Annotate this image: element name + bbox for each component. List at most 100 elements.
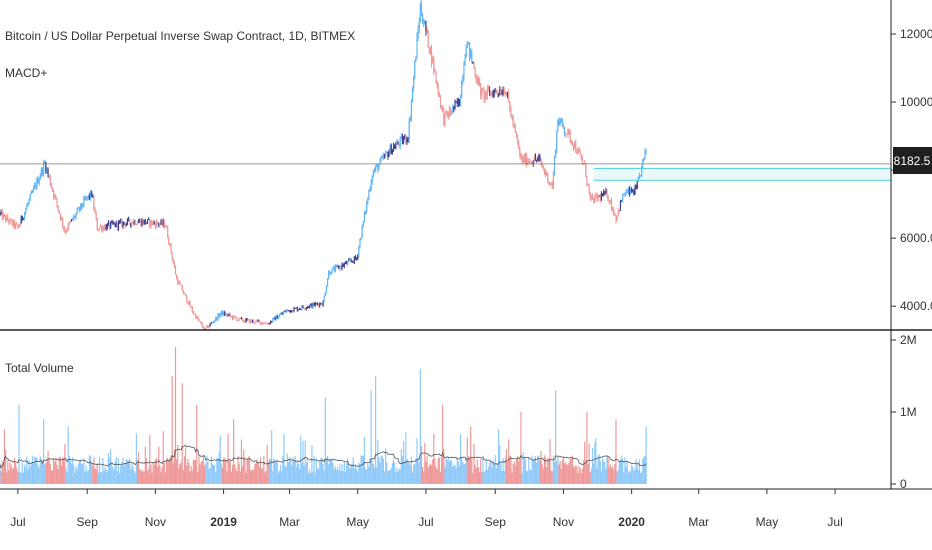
candle (41, 167, 44, 176)
candle (85, 195, 87, 202)
candle-body (294, 308, 296, 309)
candle (237, 319, 239, 322)
candle-body (158, 223, 160, 226)
candle-body (542, 167, 544, 169)
volume-bar (277, 472, 279, 484)
candle-body (400, 136, 402, 138)
candle-body (530, 161, 532, 163)
candle (386, 151, 388, 153)
candle-body (389, 145, 391, 153)
candle (249, 319, 252, 324)
candle (574, 141, 576, 149)
volume-bar (196, 404, 198, 484)
candle-body (180, 284, 182, 286)
volume-bar (39, 456, 41, 484)
candle (68, 221, 70, 226)
volume-bar (67, 426, 69, 484)
candle-body (21, 216, 23, 220)
candle-body (304, 308, 306, 310)
volume-bar (9, 462, 11, 484)
candle (192, 310, 195, 315)
volume-bar (87, 470, 89, 484)
candle-body (410, 101, 413, 118)
candle (390, 143, 392, 155)
candle (277, 315, 279, 319)
candle (138, 219, 140, 224)
candle-body (574, 142, 576, 148)
volume-bar (129, 458, 131, 484)
volume-bar (145, 458, 148, 484)
candle (116, 221, 118, 231)
candle-body (552, 172, 554, 189)
candle (406, 136, 408, 146)
volume-bar (427, 468, 429, 484)
candle (282, 311, 284, 316)
candle (387, 151, 389, 160)
candle-body (556, 130, 558, 152)
volume-bar (286, 453, 288, 484)
candle-body (9, 219, 11, 223)
volume-bar (536, 462, 538, 484)
candle-body (138, 221, 140, 223)
volume-bar (613, 469, 615, 484)
candle (132, 222, 134, 224)
candle (11, 219, 13, 227)
volume-bar (439, 471, 442, 484)
candle-body (401, 136, 404, 143)
volume-bar (629, 472, 632, 484)
candle-body (473, 63, 475, 69)
candle-body (326, 279, 329, 287)
volume-bar (332, 463, 334, 484)
candle (400, 133, 402, 139)
candle (440, 105, 443, 111)
candle (579, 149, 581, 155)
volume-bar (195, 460, 197, 484)
volume-bar (446, 459, 448, 484)
volume-bar (233, 419, 235, 484)
candle-body (362, 221, 364, 226)
candle (581, 155, 584, 165)
volume-bar (473, 443, 475, 484)
volume-bar (206, 455, 208, 484)
candle-body (309, 305, 311, 308)
candle (568, 128, 570, 135)
candle-body (65, 231, 67, 233)
candle (182, 290, 184, 295)
candle-body (587, 183, 589, 186)
candle-body (561, 119, 563, 124)
candle (326, 277, 329, 288)
candle-body (307, 306, 310, 308)
candle (605, 187, 607, 195)
volume-bar (552, 455, 554, 484)
candle-body (143, 219, 145, 225)
band-fill (593, 168, 891, 181)
candle (500, 86, 502, 95)
candle (451, 109, 453, 116)
candle (59, 213, 61, 222)
candle (511, 114, 513, 121)
volume-bar (131, 463, 133, 484)
candle (230, 315, 233, 318)
volume-bar (503, 471, 505, 484)
candle (101, 225, 103, 233)
candle-body (373, 170, 376, 172)
volume-bar (510, 456, 512, 484)
candle-body (553, 156, 556, 173)
volume-bar (617, 469, 619, 484)
candle (566, 133, 568, 136)
candle-body (504, 93, 506, 95)
volume-bar (430, 465, 433, 484)
candle (380, 155, 382, 162)
candle-body (487, 87, 490, 91)
volume-bar (95, 469, 97, 484)
candle (44, 159, 46, 164)
candle (537, 156, 539, 162)
candle (492, 90, 494, 99)
volume-bar (197, 472, 199, 484)
candle (91, 190, 93, 198)
candle-body (88, 195, 91, 199)
volume-bar (537, 455, 539, 484)
candle (65, 230, 67, 235)
